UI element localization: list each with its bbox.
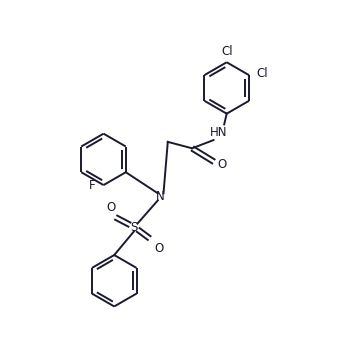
Text: N: N	[156, 190, 165, 203]
Text: O: O	[154, 242, 164, 255]
Text: HN: HN	[210, 126, 228, 139]
Text: O: O	[218, 158, 227, 171]
Text: S: S	[130, 221, 137, 234]
Text: F: F	[89, 179, 96, 192]
Text: O: O	[106, 201, 116, 214]
Text: Cl: Cl	[221, 45, 232, 58]
Text: Cl: Cl	[256, 67, 268, 80]
